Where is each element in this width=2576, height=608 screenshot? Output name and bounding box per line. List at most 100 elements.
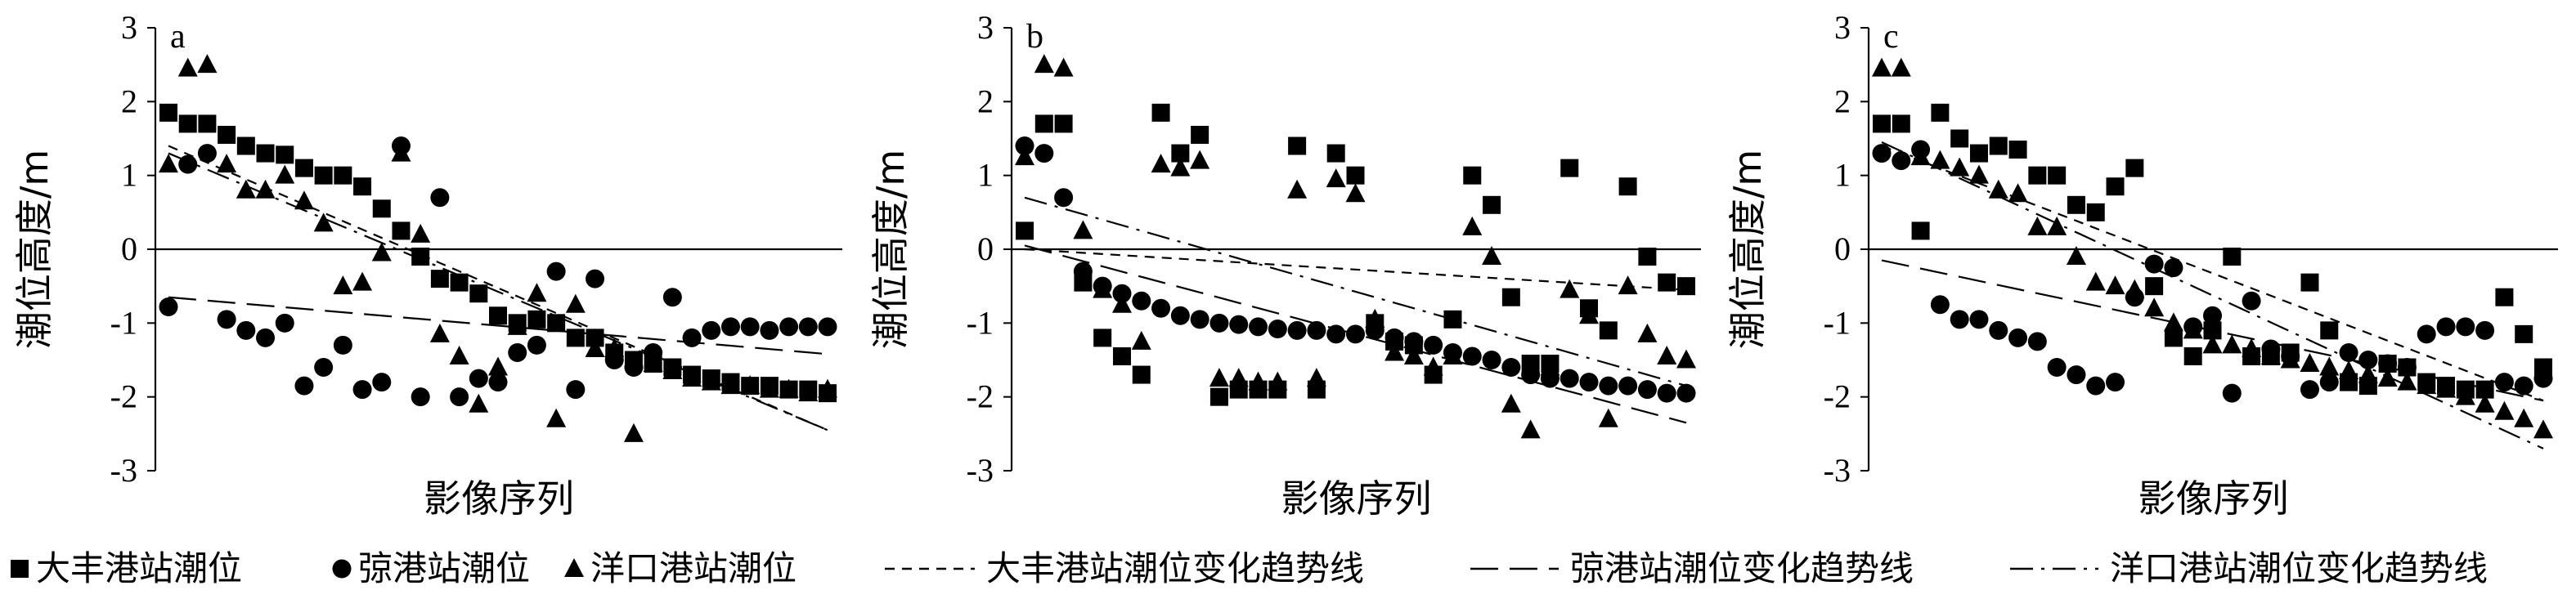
- data-point-square: [489, 306, 507, 325]
- data-point-triangle: [701, 371, 721, 391]
- data-point-square: [450, 273, 469, 292]
- data-point-square: [566, 329, 585, 347]
- data-point-square: [294, 159, 313, 177]
- data-point-circle: [275, 313, 294, 333]
- data-point-circle: [1599, 376, 1618, 396]
- data-point-circle: [1892, 151, 1911, 171]
- data-point-triangle: [313, 212, 334, 232]
- data-point-circle: [818, 317, 837, 337]
- data-point-square: [1501, 288, 1520, 306]
- data-point-triangle: [1403, 345, 1424, 364]
- data-point-triangle: [197, 54, 218, 74]
- data-point-square: [236, 136, 255, 155]
- data-point-square: [392, 221, 411, 240]
- data-point-circle: [2300, 380, 2319, 400]
- data-point-circle: [2378, 354, 2398, 373]
- data-point-circle: [2436, 317, 2456, 337]
- data-point-circle: [2144, 254, 2164, 274]
- data-point-triangle: [159, 154, 178, 173]
- data-point-triangle: [1891, 57, 1911, 77]
- data-point-circle: [1151, 298, 1171, 318]
- data-point-triangle: [1170, 157, 1191, 177]
- y-tick-label: 0: [1834, 230, 1851, 267]
- y-tick-label: 3: [121, 9, 137, 46]
- data-point-circle: [294, 376, 314, 396]
- series-circle: [159, 136, 837, 407]
- data-point-circle: [1657, 383, 1676, 403]
- data-point-square: [2145, 277, 2164, 296]
- data-point-triangle: [429, 323, 450, 342]
- data-point-square: [1191, 125, 1209, 144]
- data-point-triangle: [2358, 364, 2378, 383]
- data-point-square: [2183, 346, 2202, 365]
- data-point-triangle: [2339, 360, 2359, 380]
- data-point-circle: [740, 317, 760, 337]
- data-point-triangle: [2202, 334, 2223, 354]
- data-point-triangle: [391, 142, 411, 162]
- data-point-circle: [2242, 291, 2261, 311]
- y-tick-label: 3: [1834, 9, 1851, 46]
- y-axis-title: 潮位高度/m: [868, 150, 913, 349]
- data-point-square: [2106, 177, 2125, 196]
- data-point-square: [2475, 380, 2494, 399]
- data-point-triangle: [177, 57, 198, 77]
- data-point-circle: [1676, 383, 1696, 403]
- data-point-circle: [1209, 313, 1229, 333]
- data-point-triangle: [1988, 179, 2008, 199]
- data-point-triangle: [371, 242, 392, 262]
- legend-label: 大丰港站潮位: [36, 548, 242, 588]
- data-point-circle: [469, 369, 488, 388]
- data-point-circle: [2067, 365, 2086, 385]
- data-point-triangle: [352, 271, 373, 291]
- data-point-triangle: [2300, 353, 2320, 373]
- data-point-triangle: [2377, 368, 2398, 387]
- data-point-triangle: [275, 164, 295, 184]
- data-point-circle: [1015, 136, 1034, 156]
- data-point-circle: [314, 358, 334, 378]
- data-point-circle: [430, 188, 450, 208]
- chart-panel-c: 3 2 1 0 -1 -2 -3 c 潮位高度/m 影像序列: [1726, 9, 2558, 521]
- data-point-square: [2028, 166, 2047, 185]
- data-point-triangle: [1053, 57, 1074, 77]
- data-point-circle: [411, 387, 430, 407]
- y-tick-label: -1: [967, 304, 994, 341]
- data-point-triangle: [1423, 356, 1443, 376]
- data-point-circle: [333, 335, 352, 355]
- data-point-triangle: [1910, 146, 1931, 166]
- data-point-square: [353, 177, 372, 196]
- legend-marker-square: [11, 560, 29, 578]
- data-point-triangle: [818, 378, 837, 398]
- data-point-triangle: [236, 179, 256, 199]
- legend-marker-circle: [332, 559, 352, 579]
- data-point-circle: [236, 320, 256, 340]
- data-point-circle: [2494, 373, 2514, 392]
- data-point-triangle: [779, 378, 799, 398]
- data-point-square: [1151, 103, 1170, 122]
- data-point-triangle: [1560, 279, 1580, 298]
- panel-letter: a: [170, 18, 186, 56]
- data-point-triangle: [740, 375, 761, 395]
- data-point-triangle: [1482, 246, 1502, 266]
- series-square: [1873, 103, 2552, 399]
- data-point-square: [2086, 203, 2105, 221]
- data-point-circle: [527, 335, 546, 355]
- y-tick-label: 1: [977, 157, 994, 194]
- data-point-circle: [1132, 291, 1151, 311]
- data-point-circle: [1073, 262, 1093, 281]
- data-point-triangle: [1872, 57, 1892, 77]
- data-point-triangle: [1034, 54, 1054, 74]
- data-point-triangle: [449, 345, 469, 364]
- data-point-circle: [1307, 320, 1326, 340]
- series-triangle: [159, 54, 837, 442]
- data-point-square: [1016, 221, 1034, 240]
- data-point-triangle: [2027, 216, 2048, 235]
- series-triangle: [1872, 57, 2553, 439]
- panel-letter: b: [1026, 18, 1043, 56]
- data-point-circle: [1579, 373, 1599, 392]
- data-point-triangle: [507, 315, 527, 335]
- data-point-circle: [2086, 376, 2106, 396]
- data-point-circle: [1112, 284, 1132, 303]
- y-tick-label: 1: [1834, 157, 1851, 194]
- data-point-circle: [2203, 306, 2222, 325]
- data-point-triangle: [1657, 345, 1677, 364]
